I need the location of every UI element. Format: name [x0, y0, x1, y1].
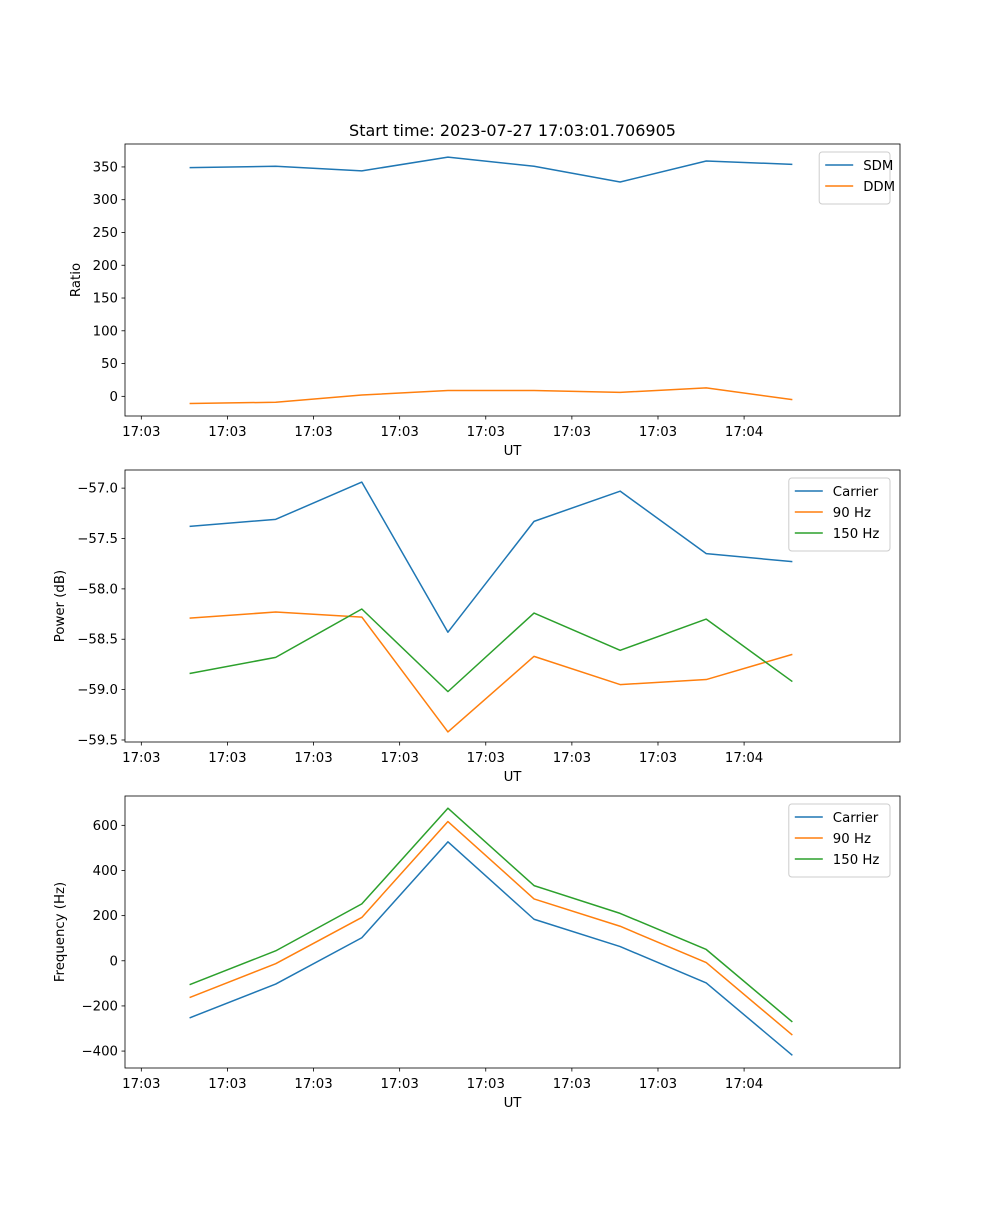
panel-1-y-tick-label: 350 [93, 160, 118, 175]
chart-title: Start time: 2023-07-27 17:03:01.706905 [349, 121, 676, 140]
panel-2-x-tick-label: 17:03 [639, 751, 677, 766]
panel-2-series-90-hz-line [189, 611, 793, 733]
panel-2-y-tick-label: −57.5 [77, 532, 118, 547]
panel-2-x-tick-label: 17:04 [725, 751, 763, 766]
panel-1-x-tick-label: 17:03 [467, 425, 505, 440]
panel-3-series-90-hz-line [189, 820, 793, 1036]
panel-1-y-tick-label: 150 [93, 292, 118, 307]
panel-3-x-tick-label: 17:03 [553, 1077, 591, 1092]
panel-1-y-tick-label: 50 [101, 357, 118, 372]
panel-1-y-tick-label: 250 [93, 226, 118, 241]
panel-3-frame [124, 795, 901, 1069]
panel-2-legend: Carrier 90 Hz 150 Hz [788, 477, 891, 552]
panel-1-x-axis-title: UT [504, 444, 523, 459]
panel-2-y-tick-label: −57.0 [77, 482, 118, 497]
panel-3-x-tick-label: 17:03 [380, 1077, 418, 1092]
panel-2-y-tick-label: −58.5 [77, 633, 118, 648]
panel-2-x-tick-label: 17:03 [380, 751, 418, 766]
panel-3-x-tick-label: 17:03 [122, 1077, 160, 1092]
panel-2-x-tick-label: 17:03 [553, 751, 591, 766]
panel-1-y-axis-title: Ratio [69, 263, 84, 297]
panel-3-legend-label-carrier: Carrier [833, 811, 879, 826]
panel-3: −400 −200 0 200 400 600 17:03 17:03 17:03 17:03 17… [53, 795, 901, 1111]
panel-3-legend: Carrier 90 Hz 150 Hz [788, 803, 891, 878]
panel-3-legend-label-150-hz: 150 Hz [833, 853, 880, 868]
panel-1-legend-label-ddm: DDM [863, 180, 895, 195]
panel-2-frame [124, 469, 901, 743]
panel-3-y-tick-label: 600 [93, 819, 118, 834]
panel-1-series-sdm-line [189, 156, 793, 183]
panel-2-legend-label-carrier: Carrier [833, 485, 879, 500]
panel-1-series-ddm-line [189, 387, 793, 405]
panel-3-x-tick-label: 17:03 [208, 1077, 246, 1092]
panel-3-x-axis-title: UT [504, 1096, 523, 1111]
panel-3-x-tick-label: 17:03 [467, 1077, 505, 1092]
panel-1-x-tick-label: 17:03 [294, 425, 332, 440]
panel-2-y-axis-title: Power (dB) [53, 570, 68, 642]
panel-2-series-carrier-line [189, 481, 793, 633]
panel-1-x-tick-label: 17:03 [380, 425, 418, 440]
panel-3-y-tick-label: −200 [81, 999, 118, 1014]
panel-1-x-tick-label: 17:04 [725, 425, 763, 440]
panel-3-y-tick-label: 200 [93, 909, 118, 924]
panel-2-x-tick-label: 17:03 [208, 751, 246, 766]
panel-1-x-tick-label: 17:03 [639, 425, 677, 440]
panel-1-y-tick-label: 0 [110, 390, 118, 405]
panel-3-x-tick-label: 17:04 [725, 1077, 763, 1092]
panel-2-x-axis-title: UT [504, 770, 523, 785]
panel-1-frame [124, 143, 901, 417]
panel-3-x-tick-label: 17:03 [639, 1077, 677, 1092]
panel-1: 0 50 100 150 200 250 300 350 17:03 17:03 17:03 17:0… [69, 143, 901, 459]
panel-3-y-tick-label: 400 [93, 864, 118, 879]
panel-3-y-tick-label: −400 [81, 1045, 118, 1060]
panel-1-x-tick-label: 17:03 [122, 425, 160, 440]
panel-1-y-tick-label: 200 [93, 259, 118, 274]
panel-3-x-tick-label: 17:03 [294, 1077, 332, 1092]
panel-3-y-tick-label: 0 [110, 954, 118, 969]
panel-2-y-tick-label: −59.0 [77, 683, 118, 698]
panel-2-legend-label-150-hz: 150 Hz [833, 527, 880, 542]
panel-2-x-tick-label: 17:03 [122, 751, 160, 766]
panel-2-x-tick-label: 17:03 [294, 751, 332, 766]
subplots: 0 50 100 150 200 250 300 350 17:03 17:03 17:03 17:0… [53, 143, 901, 1111]
panel-1-legend-label-sdm: SDM [863, 159, 893, 174]
panel-1-x-tick-label: 17:03 [208, 425, 246, 440]
panel-3-y-axis-title: Frequency (Hz) [53, 882, 68, 982]
panel-2-y-tick-label: −58.0 [77, 582, 118, 597]
panel-1-legend: SDM DDM [818, 151, 895, 205]
panel-3-series-150-hz-line [189, 807, 793, 1023]
panel-1-y-tick-label: 300 [93, 193, 118, 208]
panel-2-legend-label-90-hz: 90 Hz [833, 506, 871, 521]
panel-1-y-tick-label: 100 [93, 324, 118, 339]
panel-2-series-150-hz-line [189, 608, 793, 693]
panel-2: −59.5 −59.0 −58.5 −58.0 −57.5 −57.0 17:03 17:03… [53, 469, 901, 785]
panel-1-x-tick-label: 17:03 [553, 425, 591, 440]
panel-3-series-carrier-line [189, 841, 793, 1056]
panel-2-y-tick-label: −59.5 [77, 733, 118, 748]
panel-2-x-tick-label: 17:03 [467, 751, 505, 766]
panel-3-legend-label-90-hz: 90 Hz [833, 832, 871, 847]
